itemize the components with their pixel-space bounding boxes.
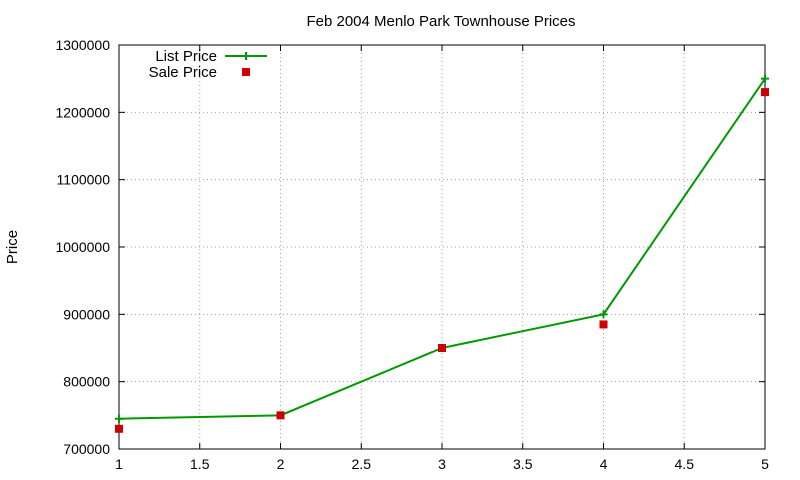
list-price-point xyxy=(115,414,123,423)
y-tick-label: 700000 xyxy=(63,441,110,457)
grid-lines xyxy=(119,45,765,449)
x-tick-label: 3.5 xyxy=(513,456,533,472)
y-tick-label: 900000 xyxy=(63,306,110,322)
axis-ticks: 1 1.5 2 2.5 3 3.5 4 4.5 5 700000 800000 900000 10000… xyxy=(55,37,769,472)
y-tick-label: 1200000 xyxy=(55,104,110,120)
y-axis-label: Price xyxy=(4,230,21,264)
sale-price-point xyxy=(438,344,446,352)
legend-label-list-price: List Price xyxy=(155,48,217,65)
x-tick-label: 2 xyxy=(277,456,285,472)
y-tick-label: 1100000 xyxy=(57,172,111,188)
y-tick-label: 800000 xyxy=(63,374,110,390)
chart-title: Feb 2004 Menlo Park Townhouse Prices xyxy=(306,13,575,30)
list-price-point xyxy=(761,74,769,83)
x-tick-label: 4.5 xyxy=(675,456,695,472)
legend-label-sale-price: Sale Price xyxy=(149,64,217,81)
y-tick-label: 1000000 xyxy=(55,239,110,255)
series-layer xyxy=(115,74,769,433)
x-tick-label: 1 xyxy=(115,456,123,472)
sale-price-point xyxy=(599,320,608,329)
sale-price-point xyxy=(761,88,769,97)
y-tick-label: 1300000 xyxy=(55,37,110,53)
sale-price-point xyxy=(276,411,285,420)
x-tick-label: 5 xyxy=(761,456,769,472)
legend-marker-sale-price xyxy=(242,68,250,76)
sale-price-point xyxy=(115,424,123,433)
x-tick-label: 2.5 xyxy=(352,456,372,472)
x-tick-label: 3 xyxy=(438,456,446,472)
x-tick-label: 1.5 xyxy=(190,456,210,472)
list-price-point xyxy=(599,310,608,319)
x-tick-label: 4 xyxy=(600,456,608,472)
legend-marker-list-price xyxy=(242,52,250,60)
